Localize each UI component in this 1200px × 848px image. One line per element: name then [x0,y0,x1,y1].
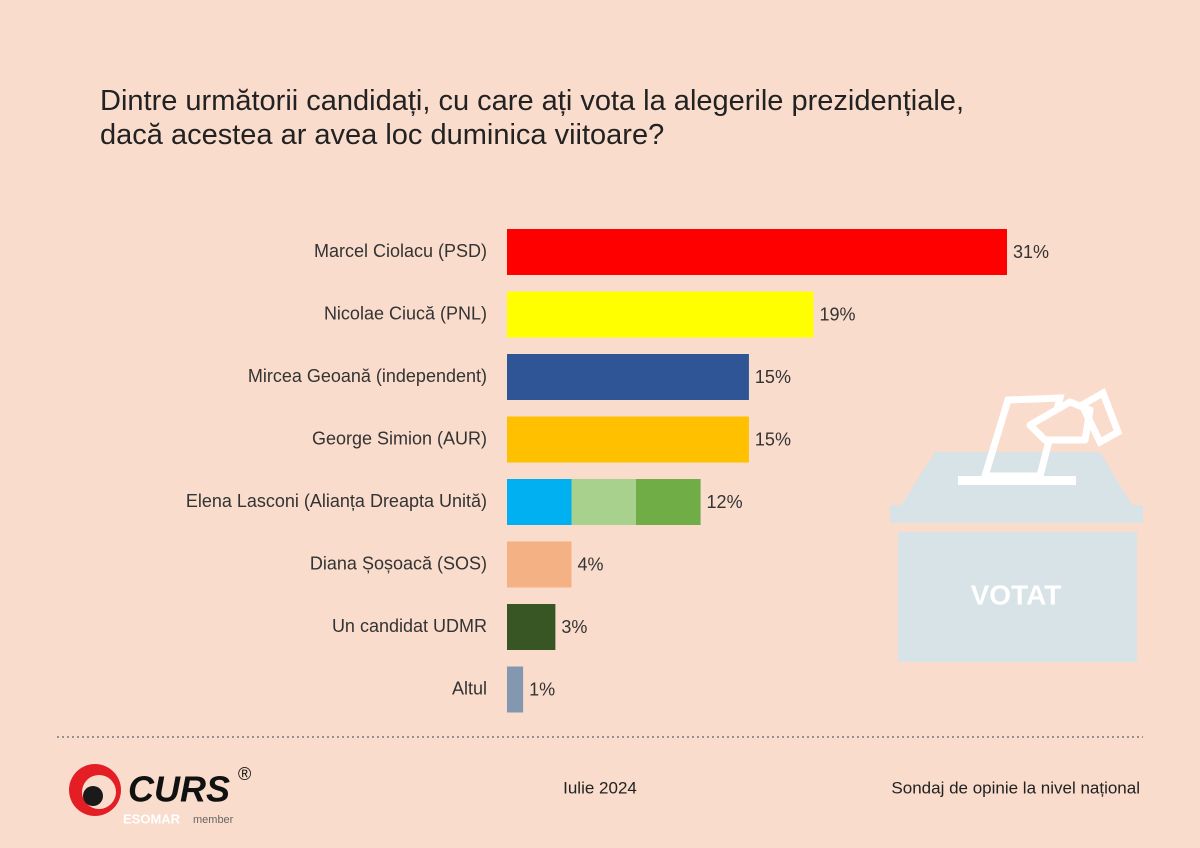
logo: CURS ® ESOMAR member [69,764,251,826]
member: member [193,814,234,826]
bar [507,541,572,588]
value-label: 15% [755,367,791,387]
bar-stripe [571,479,637,525]
brand: CURS [128,769,230,810]
value-label: 1% [529,679,555,699]
category-label: Altul [452,678,487,698]
value-label: 31% [1013,242,1049,262]
category-label: Mircea Geoană (independent) [248,366,487,386]
bar [507,416,749,463]
category-label: Diana Șoșoacă (SOS) [310,553,487,573]
category-label: Marcel Ciolacu (PSD) [314,241,487,261]
value-label: 3% [561,617,587,637]
registered: ® [238,764,251,784]
date: Iulie 2024 [563,778,637,797]
value-label: 12% [707,492,743,512]
bar [507,354,749,400]
bar [507,666,524,713]
category-label: Un candidat UDMR [332,616,487,636]
category-label: Nicolae Ciucă (PNL) [324,303,487,323]
ballot-label: VOTAT [971,579,1062,610]
value-label: 15% [755,429,791,449]
bar [507,291,814,338]
value-label: 4% [578,554,604,574]
category-label: Elena Lasconi (Alianța Dreapta Unită) [186,491,487,511]
source: Sondaj de opinie la nivel național [891,778,1140,797]
bar [507,229,1007,275]
bar [507,604,556,650]
bar-stripe [636,479,701,525]
value-label: 19% [819,304,855,324]
esomar: ESOMAR [123,811,181,826]
chart-title: Dintre următorii candidați, cu care ați … [100,85,964,151]
ballot-box: VOTAT [890,387,1143,662]
category-label: George Simion (AUR) [312,428,487,448]
